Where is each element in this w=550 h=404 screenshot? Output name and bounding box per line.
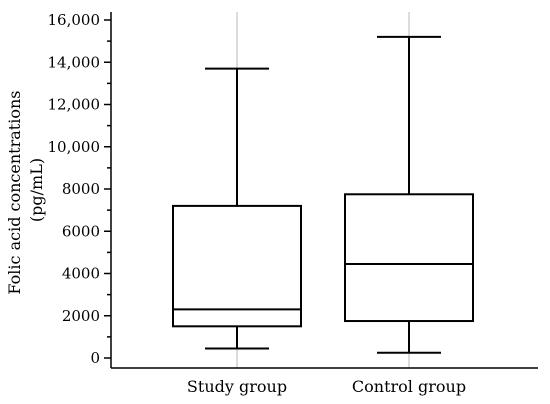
y-axis-title-line-2: (pg/mL) [27, 158, 46, 222]
y-tick-label-16000: 16,000 [48, 11, 101, 29]
iqr-box-study-group [172, 204, 302, 328]
y-tick-label-12000: 12,000 [48, 96, 101, 114]
box-control-group [344, 35, 474, 354]
y-axis-ticks: 0 2000 4000 6000 8000 10,000 12,000 14,000 16,00… [48, 11, 111, 367]
x-tick-label-study-group: Study group [187, 377, 287, 396]
iqr-box-control-group [344, 193, 474, 323]
y-tick-label-10000: 10,000 [48, 138, 101, 156]
x-tick-label-control-group: Control group [352, 377, 466, 396]
y-tick-label-8000: 8000 [62, 180, 100, 198]
x-axis-labels: Study group Control group [187, 377, 466, 396]
y-axis-title-line-1: Folic acid concentrations [5, 91, 24, 295]
y-tick-label-14000: 14,000 [48, 53, 101, 71]
y-tick-label-2000: 2000 [62, 307, 100, 325]
y-tick-label-6000: 6000 [62, 222, 100, 240]
box-study-group [172, 67, 302, 350]
y-tick-label-4000: 4000 [62, 265, 100, 283]
boxes [172, 35, 474, 354]
y-tick-label-0: 0 [90, 349, 100, 367]
y-axis-title: Folic acid concentrations (pg/mL) [5, 85, 46, 294]
